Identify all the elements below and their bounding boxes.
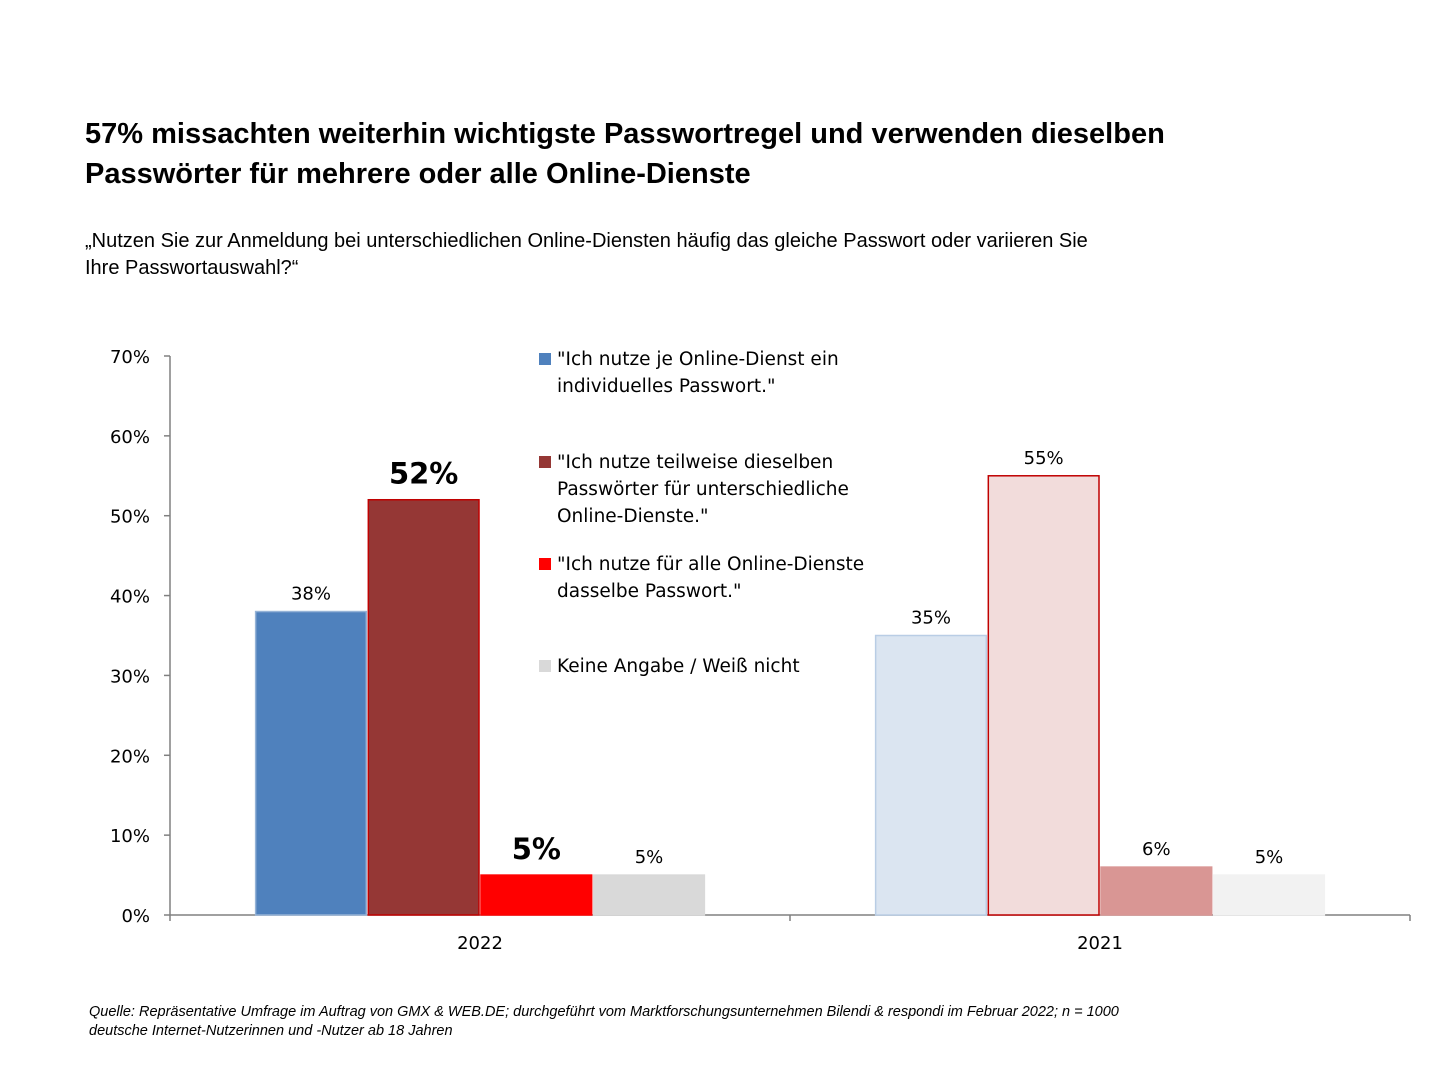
- bar: [480, 874, 593, 916]
- y-tick-label: 10%: [110, 826, 150, 847]
- y-tick-label: 0%: [121, 906, 150, 927]
- legend-item: "Ich nutze je Online-Dienst ein individue…: [539, 346, 839, 400]
- y-tick-label: 40%: [110, 587, 150, 608]
- legend-item: "Ich nutze für alle Online-Dienste dassel…: [539, 551, 864, 605]
- data-label: 52%: [389, 457, 458, 491]
- data-label: 5%: [1255, 847, 1284, 868]
- legend-label-line: dasselbe Passwort.": [557, 581, 742, 602]
- legend-swatch: [539, 558, 551, 570]
- legend-item: Keine Angabe / Weiß nicht: [539, 653, 800, 680]
- y-tick-label: 30%: [110, 666, 150, 687]
- legend-label: "Ich nutze teilweise dieselben Passwörter…: [557, 449, 849, 530]
- y-tick-label: 50%: [110, 507, 150, 528]
- question-line: „Nutzen Sie zur Anmeldung bei unterschie…: [85, 230, 1088, 252]
- source-line: deutsche Internet-Nutzerinnen und -Nutze…: [89, 1023, 453, 1039]
- title-line: 57% missachten weiterhin wichtigste Pass…: [85, 118, 1165, 150]
- bar: [592, 874, 706, 916]
- data-label: 6%: [1142, 839, 1171, 860]
- survey-question: „Nutzen Sie zur Anmeldung bei unterschie…: [85, 228, 1285, 282]
- data-label: 55%: [1024, 448, 1064, 469]
- question-line: Ihre Passwortauswahl?“: [85, 257, 299, 279]
- legend-label-line: "Ich nutze für alle Online-Dienste: [557, 554, 865, 575]
- bar: [874, 634, 988, 916]
- legend-label: Keine Angabe / Weiß nicht: [557, 653, 800, 680]
- legend-label-line: Online-Dienste.": [557, 506, 709, 527]
- source-note: Quelle: Repräsentative Umfrage im Auftra…: [89, 1003, 1389, 1041]
- bar: [987, 475, 1100, 916]
- data-label: 5%: [512, 832, 561, 866]
- x-tick-label: 2022: [457, 933, 503, 954]
- legend-label: "Ich nutze je Online-Dienst ein individue…: [557, 346, 839, 400]
- legend-label-line: Passwörter für unterschiedliche: [557, 479, 849, 500]
- legend-swatch: [539, 353, 551, 365]
- title-line: Passwörter für mehrere oder alle Online-…: [85, 158, 751, 190]
- legend-label-line: "Ich nutze teilweise dieselben: [557, 452, 834, 473]
- page-title: 57% missachten weiterhin wichtigste Pass…: [85, 114, 1385, 194]
- legend-label-line: individuelles Passwort.": [557, 376, 776, 397]
- bar: [254, 610, 368, 916]
- legend-swatch: [539, 660, 551, 672]
- data-label: 38%: [291, 584, 331, 605]
- y-tick-label: 70%: [110, 347, 150, 368]
- legend-swatch: [539, 456, 551, 468]
- bar: [367, 498, 480, 916]
- legend-label: "Ich nutze für alle Online-Dienste dassel…: [557, 551, 864, 605]
- data-label: 35%: [911, 608, 951, 629]
- legend-label-line: "Ich nutze je Online-Dienst ein: [557, 349, 839, 370]
- data-label: 5%: [635, 847, 664, 868]
- x-tick-label: 2021: [1077, 933, 1123, 954]
- source-line: Quelle: Repräsentative Umfrage im Auftra…: [89, 1004, 1119, 1020]
- bar: [1212, 874, 1326, 916]
- legend-item: "Ich nutze teilweise dieselben Passwörter…: [539, 449, 849, 530]
- bar-chart: 0% 10% 20% 30% 40% 50% 60% 70% 2022 2021 38% 52% 5% 5…: [110, 347, 1411, 954]
- legend-label-line: Keine Angabe / Weiß nicht: [557, 656, 800, 677]
- y-tick-label: 20%: [110, 746, 150, 767]
- y-tick-label: 60%: [110, 427, 150, 448]
- bar: [1100, 866, 1213, 916]
